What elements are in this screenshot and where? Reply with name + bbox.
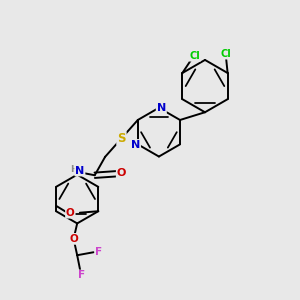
Text: N: N <box>157 103 166 113</box>
Text: H: H <box>70 165 78 174</box>
Text: O: O <box>69 234 78 244</box>
Text: N: N <box>131 140 140 150</box>
Text: O: O <box>117 168 126 178</box>
Text: Cl: Cl <box>189 51 200 61</box>
Text: F: F <box>78 270 85 280</box>
Text: O: O <box>66 208 75 218</box>
Text: S: S <box>117 132 126 145</box>
Text: F: F <box>95 247 102 257</box>
Text: N: N <box>75 166 85 176</box>
Text: Cl: Cl <box>221 49 232 59</box>
